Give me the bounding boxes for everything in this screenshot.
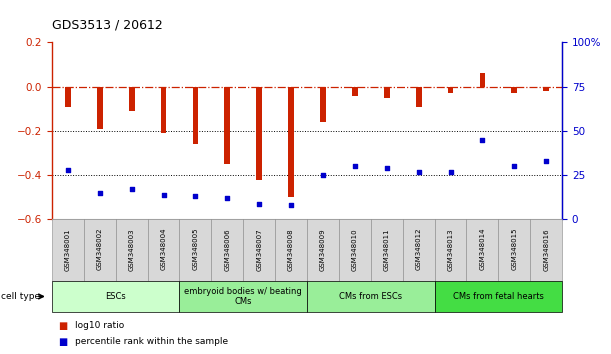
Point: [510, 164, 519, 169]
Bar: [224, 87, 230, 164]
Text: embryoid bodies w/ beating
CMs: embryoid bodies w/ beating CMs: [185, 287, 302, 306]
Bar: [480, 74, 485, 87]
FancyBboxPatch shape: [307, 219, 339, 281]
Point: [541, 158, 551, 164]
Point: [191, 194, 200, 199]
Text: GSM348014: GSM348014: [480, 228, 485, 270]
Text: GSM348015: GSM348015: [511, 228, 518, 270]
Bar: [448, 87, 453, 93]
FancyBboxPatch shape: [52, 281, 180, 312]
FancyBboxPatch shape: [115, 219, 148, 281]
Text: GSM348010: GSM348010: [352, 228, 358, 270]
Text: GSM348002: GSM348002: [97, 228, 103, 270]
Text: GSM348001: GSM348001: [65, 228, 71, 270]
FancyBboxPatch shape: [148, 219, 180, 281]
Point: [254, 201, 264, 206]
FancyBboxPatch shape: [339, 219, 371, 281]
Bar: [192, 87, 199, 144]
Point: [318, 172, 328, 178]
FancyBboxPatch shape: [466, 219, 499, 281]
Point: [350, 164, 360, 169]
Text: CMs from ESCs: CMs from ESCs: [339, 292, 403, 301]
Point: [222, 195, 232, 201]
FancyBboxPatch shape: [371, 219, 403, 281]
Point: [95, 190, 104, 196]
Text: percentile rank within the sample: percentile rank within the sample: [75, 337, 229, 346]
Bar: [288, 87, 294, 198]
Text: ESCs: ESCs: [105, 292, 126, 301]
FancyBboxPatch shape: [52, 219, 84, 281]
Text: CMs from fetal hearts: CMs from fetal hearts: [453, 292, 544, 301]
FancyBboxPatch shape: [243, 219, 275, 281]
Bar: [511, 87, 517, 93]
FancyBboxPatch shape: [84, 219, 115, 281]
Bar: [97, 87, 103, 129]
Bar: [415, 87, 422, 107]
Point: [286, 202, 296, 208]
Point: [414, 169, 423, 175]
Bar: [543, 87, 549, 91]
Text: GSM348004: GSM348004: [161, 228, 167, 270]
Bar: [384, 87, 390, 98]
Text: GSM348007: GSM348007: [256, 228, 262, 270]
FancyBboxPatch shape: [307, 281, 434, 312]
Bar: [129, 87, 134, 111]
Point: [63, 167, 73, 173]
FancyBboxPatch shape: [211, 219, 243, 281]
Point: [478, 137, 488, 143]
Text: GSM348012: GSM348012: [415, 228, 422, 270]
Point: [445, 169, 455, 175]
Text: GSM348013: GSM348013: [447, 228, 453, 270]
FancyBboxPatch shape: [275, 219, 307, 281]
Point: [126, 187, 136, 192]
FancyBboxPatch shape: [403, 219, 434, 281]
FancyBboxPatch shape: [499, 219, 530, 281]
Text: GSM348005: GSM348005: [192, 228, 199, 270]
Point: [382, 165, 392, 171]
Text: ■: ■: [58, 337, 67, 347]
FancyBboxPatch shape: [434, 219, 466, 281]
Text: cell type: cell type: [1, 292, 40, 301]
Bar: [161, 87, 166, 133]
FancyBboxPatch shape: [530, 219, 562, 281]
Text: ■: ■: [58, 321, 67, 331]
Text: GSM348011: GSM348011: [384, 228, 390, 270]
FancyBboxPatch shape: [434, 281, 562, 312]
Text: GDS3513 / 20612: GDS3513 / 20612: [52, 19, 163, 32]
Text: GSM348003: GSM348003: [129, 228, 134, 270]
Text: GSM348016: GSM348016: [543, 228, 549, 270]
Text: GSM348006: GSM348006: [224, 228, 230, 270]
FancyBboxPatch shape: [180, 219, 211, 281]
Bar: [65, 87, 71, 107]
Bar: [320, 87, 326, 122]
Text: GSM348008: GSM348008: [288, 228, 294, 270]
Text: log10 ratio: log10 ratio: [75, 321, 125, 330]
Bar: [352, 87, 357, 96]
Bar: [257, 87, 262, 180]
FancyBboxPatch shape: [180, 281, 307, 312]
Text: GSM348009: GSM348009: [320, 228, 326, 270]
Point: [159, 192, 169, 198]
